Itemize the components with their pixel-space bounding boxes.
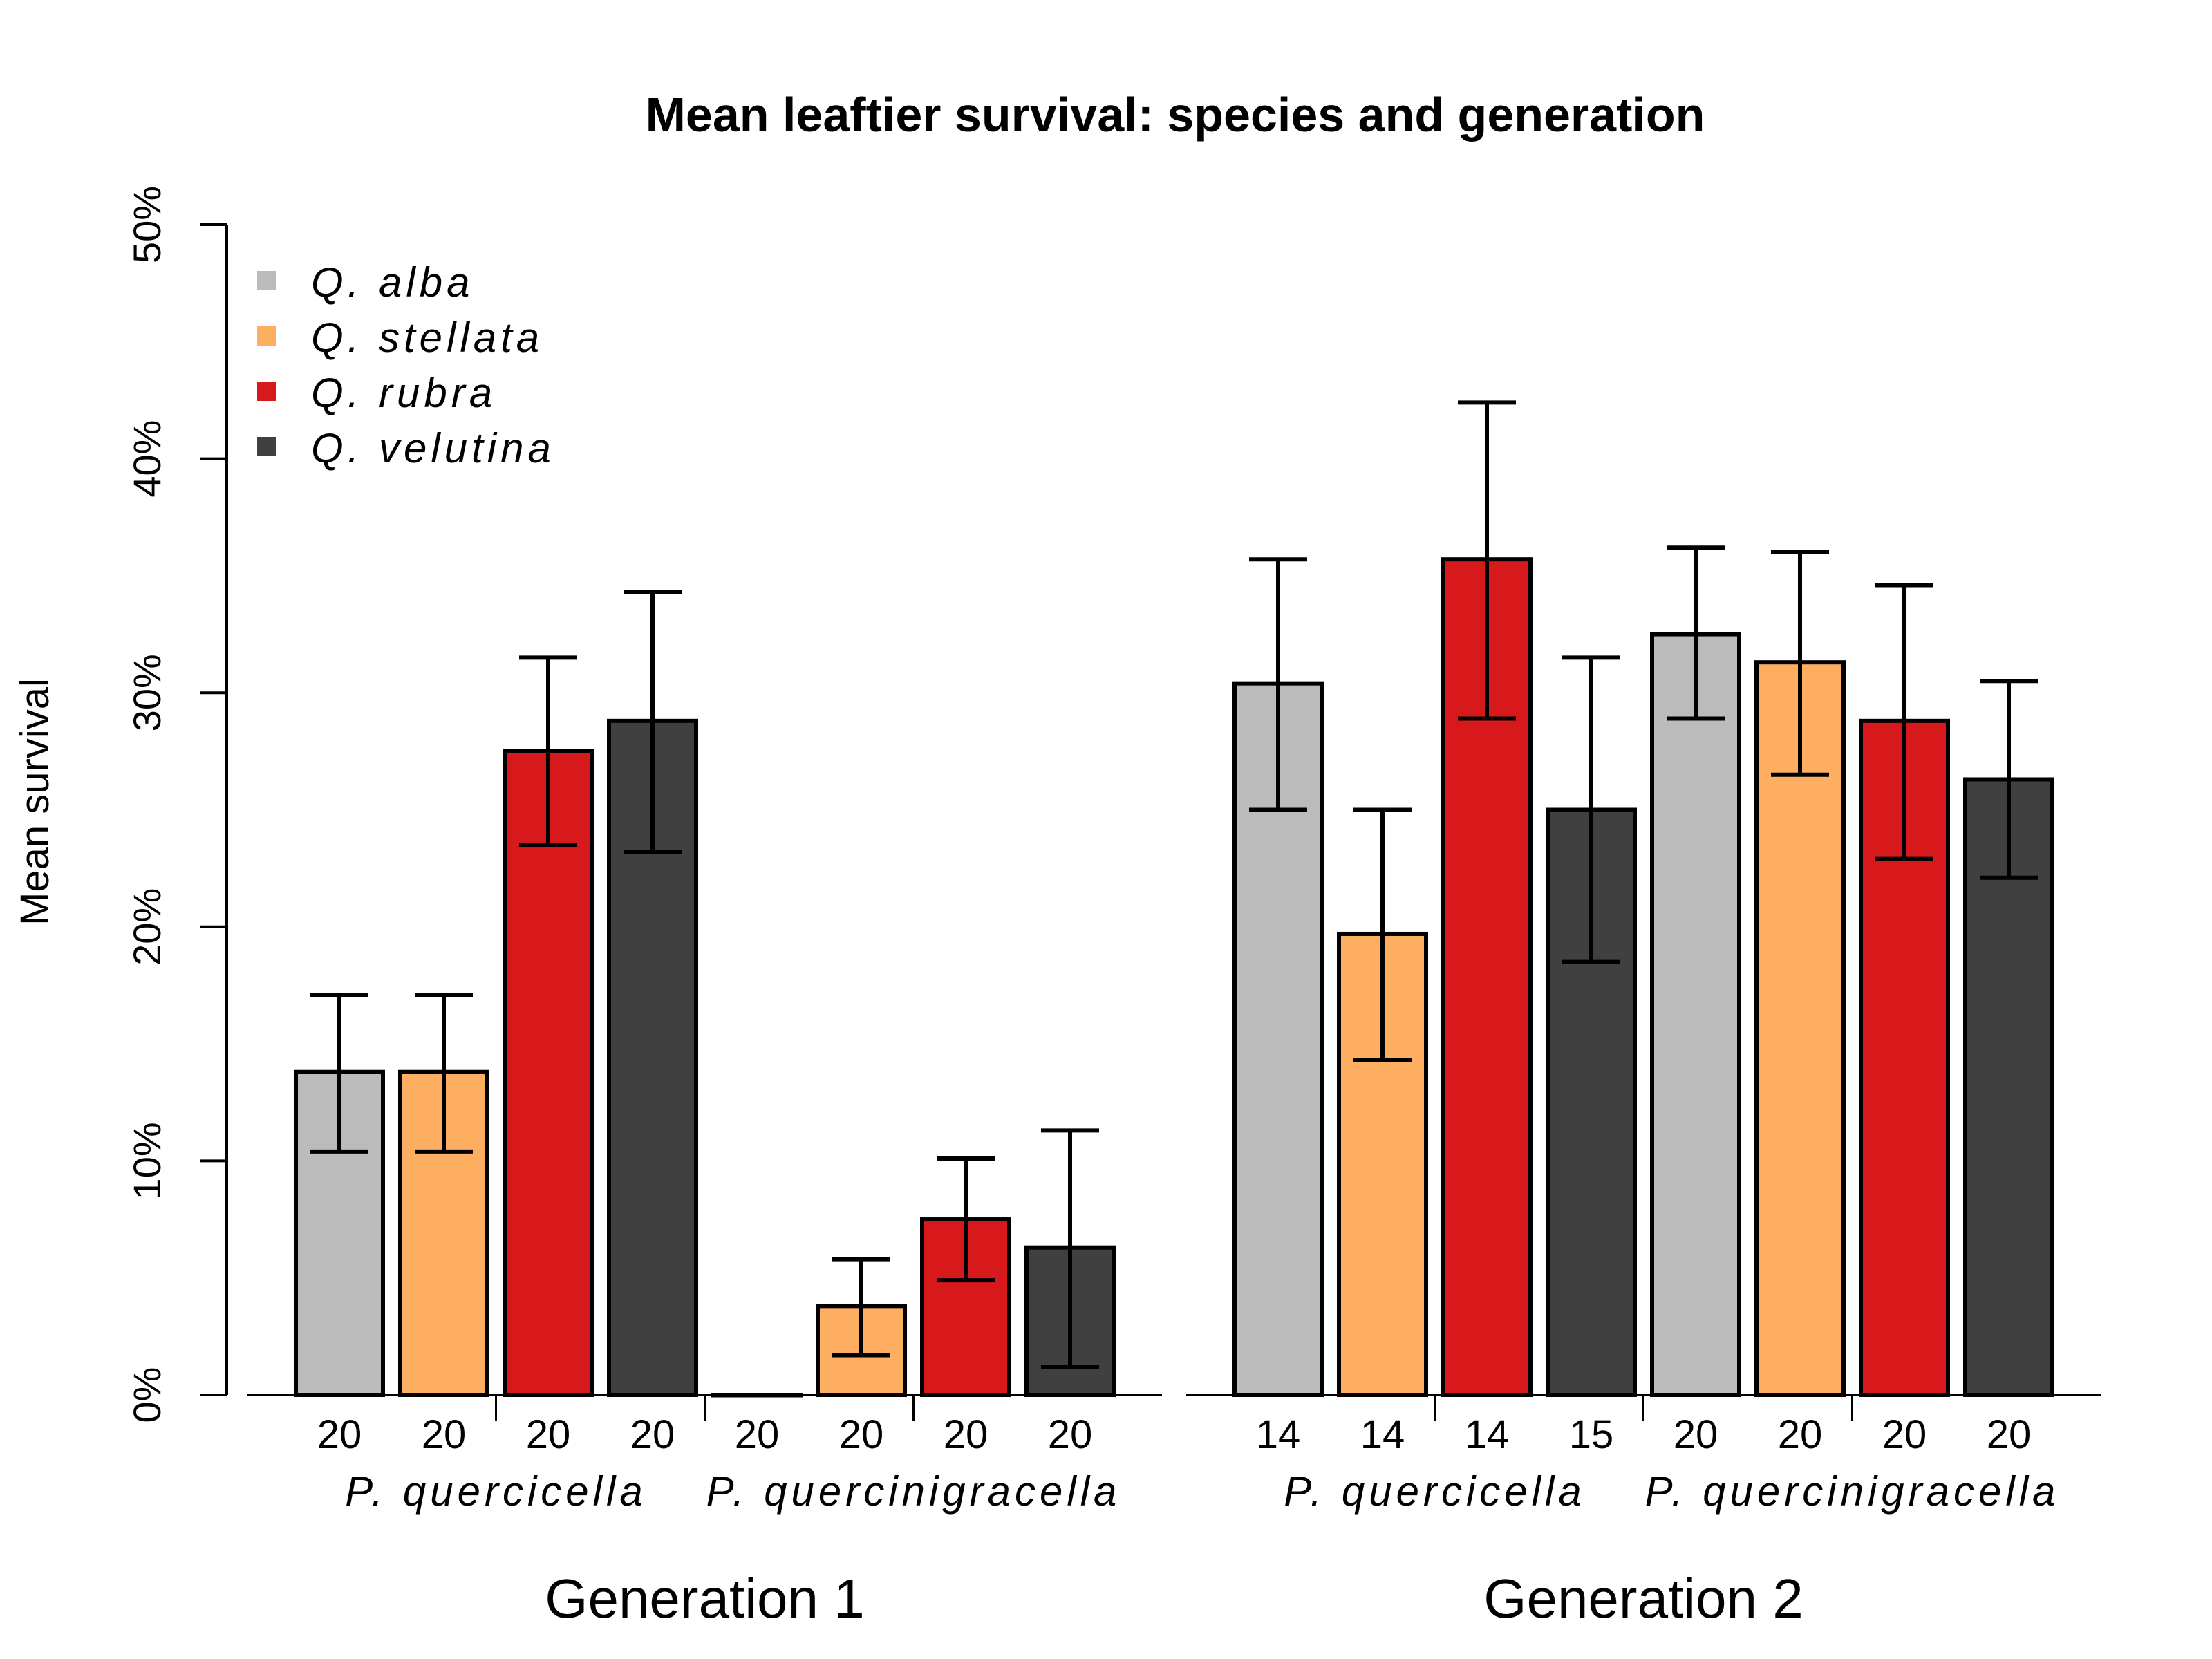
sample-size-label: 20: [735, 1412, 780, 1457]
y-tick-label: 40%: [125, 420, 169, 498]
sample-size-label: 20: [1882, 1412, 1927, 1457]
bar: [1650, 632, 1741, 1397]
chart-title: Mean leaftier survival: species and gene…: [646, 88, 1705, 142]
sample-size-label: 14: [1360, 1412, 1405, 1457]
legend-label: Q. alba: [311, 259, 474, 306]
legend-swatch: [257, 326, 276, 346]
species-label: P. quercicella: [345, 1468, 646, 1515]
bar: [920, 1217, 1011, 1398]
sample-size-label: 20: [526, 1412, 571, 1457]
species-label: P. quercicella: [1284, 1468, 1585, 1515]
sample-size-label: 15: [1569, 1412, 1614, 1457]
sample-size-label: 20: [839, 1412, 884, 1457]
bar: [503, 749, 594, 1397]
sample-size-label: 20: [422, 1412, 467, 1457]
species-label: P. quercinigracella: [706, 1468, 1121, 1515]
sample-size-label: 14: [1465, 1412, 1510, 1457]
generation-label: Generation 2: [1483, 1568, 1803, 1629]
sample-size-label: 20: [944, 1412, 988, 1457]
y-tick-label: 0%: [125, 1367, 169, 1423]
generation-label: Generation 1: [545, 1568, 865, 1629]
y-tick-label: 10%: [125, 1122, 169, 1199]
y-axis-label: Mean survival: [12, 678, 57, 926]
y-tick-label: 20%: [125, 888, 169, 966]
legend-label: Q. stellata: [311, 315, 543, 361]
bars: [247, 400, 2101, 1398]
bar: [1963, 777, 2054, 1398]
sample-size-label: 20: [1048, 1412, 1093, 1457]
legend-swatch: [257, 382, 276, 401]
y-tick-label: 30%: [125, 654, 169, 731]
y-tick-label: 50%: [125, 186, 169, 263]
bar: [711, 1393, 803, 1398]
sample-size-label: 20: [1987, 1412, 2032, 1457]
legend-swatch: [257, 437, 276, 456]
legend-swatch: [257, 271, 276, 290]
sample-size-label: 14: [1256, 1412, 1301, 1457]
legend-label: Q. rubra: [311, 370, 496, 416]
sample-size-label: 20: [630, 1412, 675, 1457]
species-label: P. quercinigracella: [1645, 1468, 2060, 1515]
sample-size-label: 20: [317, 1412, 362, 1457]
sample-size-label: 20: [1674, 1412, 1718, 1457]
sample-size-label: 20: [1778, 1412, 1823, 1457]
category-labels: 20 20 20 20 20 20 20 20 P. quercicella P. quercin…: [317, 1395, 2060, 1629]
legend: Q. alba Q. stellata Q. rubra Q. velutina: [257, 259, 555, 471]
legend-label: Q. velutina: [311, 425, 555, 471]
y-axis: 0% 10% 20% 30% 40% 50%: [125, 186, 228, 1423]
